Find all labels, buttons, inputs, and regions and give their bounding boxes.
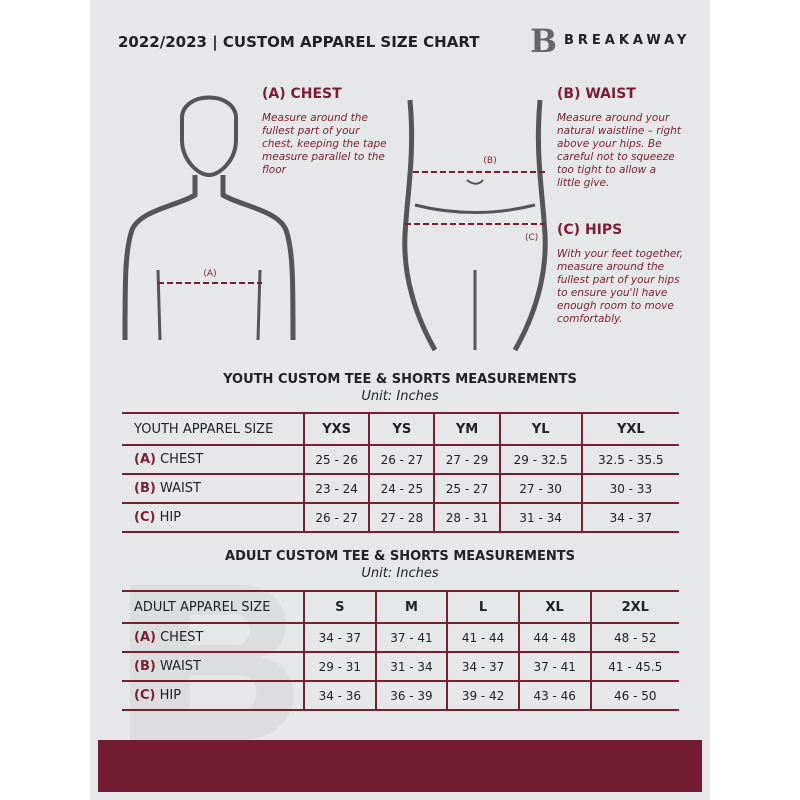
table-cell: 28 - 31 (433, 502, 500, 533)
table-header-row: ADULT APPAREL SIZE S M L XL 2XL (122, 590, 679, 624)
table-cell: 26 - 27 (302, 502, 370, 533)
table-cell: YL (498, 412, 582, 446)
table-cell: 34 - 37 (446, 651, 519, 682)
table-cell: 37 - 41 (374, 622, 448, 653)
table-cell: 41 - 44 (446, 622, 519, 653)
brand-logo: B BREAKAWAY (528, 24, 690, 56)
table-cell: L (446, 590, 519, 624)
youth-size-table: YOUTH APPAREL SIZE YXS YS YM YL YXL (A) CHEST… (122, 412, 679, 533)
page-title: 2022/2023 | CUSTOM APPAREL SIZE CHART (118, 33, 480, 51)
table-cell: XL (517, 590, 591, 624)
table-row: (A) CHEST 25 - 26 26 - 27 27 - 29 29 - 32.5 3… (122, 444, 679, 475)
table-cell: 46 - 50 (589, 680, 679, 711)
cell-text: (A) (134, 452, 156, 467)
table-cell: 25 - 27 (433, 473, 500, 504)
table-cell: 2XL (589, 590, 679, 624)
waist-heading: (B) WAIST (557, 86, 636, 102)
table-cell: 48 - 52 (589, 622, 679, 653)
table-cell: 27 - 28 (368, 502, 435, 533)
cell-text: WAIST (159, 481, 202, 496)
table-cell: S (303, 590, 376, 624)
table-cell: YXS (302, 412, 370, 446)
table-header-row: YOUTH APPAREL SIZE YXS YS YM YL YXL (122, 412, 679, 446)
waist-description: Measure around your natural waistline – … (557, 112, 681, 189)
table-row: (A) CHEST 34 - 37 37 - 41 41 - 44 44 - 48 48 … (122, 622, 679, 653)
table-row: (B) WAIST 23 - 24 24 - 25 25 - 27 27 - 30 30 … (122, 473, 679, 504)
table-cell: 34 - 37 (303, 622, 376, 653)
table-cell: 31 - 34 (374, 651, 448, 682)
table-cell: (B) WAIST (122, 473, 304, 504)
cell-text: (A) (134, 630, 156, 645)
cell-text: WAIST (159, 659, 202, 674)
lower-body-illustration: (B) (C) (402, 99, 548, 352)
table-row: (C) HIP 34 - 36 36 - 39 39 - 42 43 - 46 46 - … (122, 680, 679, 711)
cell-text: (B) (134, 481, 156, 496)
table-cell: 44 - 48 (517, 622, 591, 653)
table-cell: 24 - 25 (368, 473, 435, 504)
table-cell: 39 - 42 (446, 680, 519, 711)
hips-marker: (C) (525, 233, 538, 243)
table-cell: ADULT APPAREL SIZE (122, 590, 304, 624)
table-cell: 23 - 24 (302, 473, 370, 504)
footer-band (98, 740, 702, 792)
table-cell: 29 - 32.5 (498, 444, 582, 475)
table-cell: 36 - 39 (374, 680, 448, 711)
table-cell: 32.5 - 35.5 (580, 444, 679, 475)
hips-heading: (C) HIPS (557, 222, 623, 238)
adult-unit: Unit: Inches (361, 566, 439, 581)
table-cell: 26 - 27 (368, 444, 435, 475)
cell-text: CHEST (160, 630, 204, 645)
table-cell: 27 - 29 (433, 444, 500, 475)
table-cell: YM (433, 412, 500, 446)
youth-unit: Unit: Inches (361, 389, 439, 404)
table-cell: (A) CHEST (122, 622, 304, 653)
table-row: (C) HIP 26 - 27 27 - 28 28 - 31 31 - 34 34 - … (122, 502, 679, 533)
chest-heading: (A) CHEST (262, 86, 342, 102)
cell-text: HIP (159, 688, 182, 703)
youth-table-title: YOUTH CUSTOM TEE & SHORTS MEASUREMENTS (223, 372, 577, 387)
adult-table-title: ADULT CUSTOM TEE & SHORTS MEASUREMENTS (225, 549, 575, 564)
table-cell: (C) HIP (122, 680, 304, 711)
table-cell: 30 - 33 (580, 473, 679, 504)
chest-marker: (A) (203, 269, 216, 279)
table-cell: (A) CHEST (122, 444, 304, 475)
cell-text: (C) (134, 688, 156, 703)
size-chart-page: 2022/2023 | CUSTOM APPAREL SIZE CHART B … (90, 0, 710, 800)
upper-body-illustration: (A) (122, 95, 296, 341)
table-cell: (C) HIP (122, 502, 304, 533)
table-cell: 27 - 30 (498, 473, 582, 504)
table-cell: 25 - 26 (302, 444, 370, 475)
table-cell: YXL (580, 412, 679, 446)
cell-text: CHEST (160, 452, 204, 467)
waist-marker: (B) (483, 156, 496, 166)
cell-text: HIP (159, 510, 182, 525)
table-cell: YS (368, 412, 435, 446)
table-cell: 31 - 34 (498, 502, 582, 533)
cell-text: (B) (134, 659, 156, 674)
brand-name: BREAKAWAY (564, 32, 691, 48)
hips-description: With your feet together, measure around … (557, 248, 684, 325)
table-cell: YOUTH APPAREL SIZE (122, 412, 304, 446)
table-row: (B) WAIST 29 - 31 31 - 34 34 - 37 37 - 41 41 … (122, 651, 679, 682)
chest-description: Measure around the fullest part of your … (262, 112, 387, 176)
table-cell: 34 - 36 (303, 680, 376, 711)
table-cell: 41 - 45.5 (589, 651, 679, 682)
table-cell: 37 - 41 (517, 651, 591, 682)
adult-size-table: ADULT APPAREL SIZE S M L XL 2XL (A) CHEST 34 -… (122, 590, 679, 711)
cell-text: (C) (134, 510, 156, 525)
table-cell: 29 - 31 (303, 651, 376, 682)
table-cell: M (374, 590, 448, 624)
breakaway-logo-icon: B (530, 24, 557, 56)
svg-text:B: B (530, 24, 557, 56)
table-cell: 43 - 46 (517, 680, 591, 711)
table-cell: (B) WAIST (122, 651, 304, 682)
table-cell: 34 - 37 (580, 502, 679, 533)
